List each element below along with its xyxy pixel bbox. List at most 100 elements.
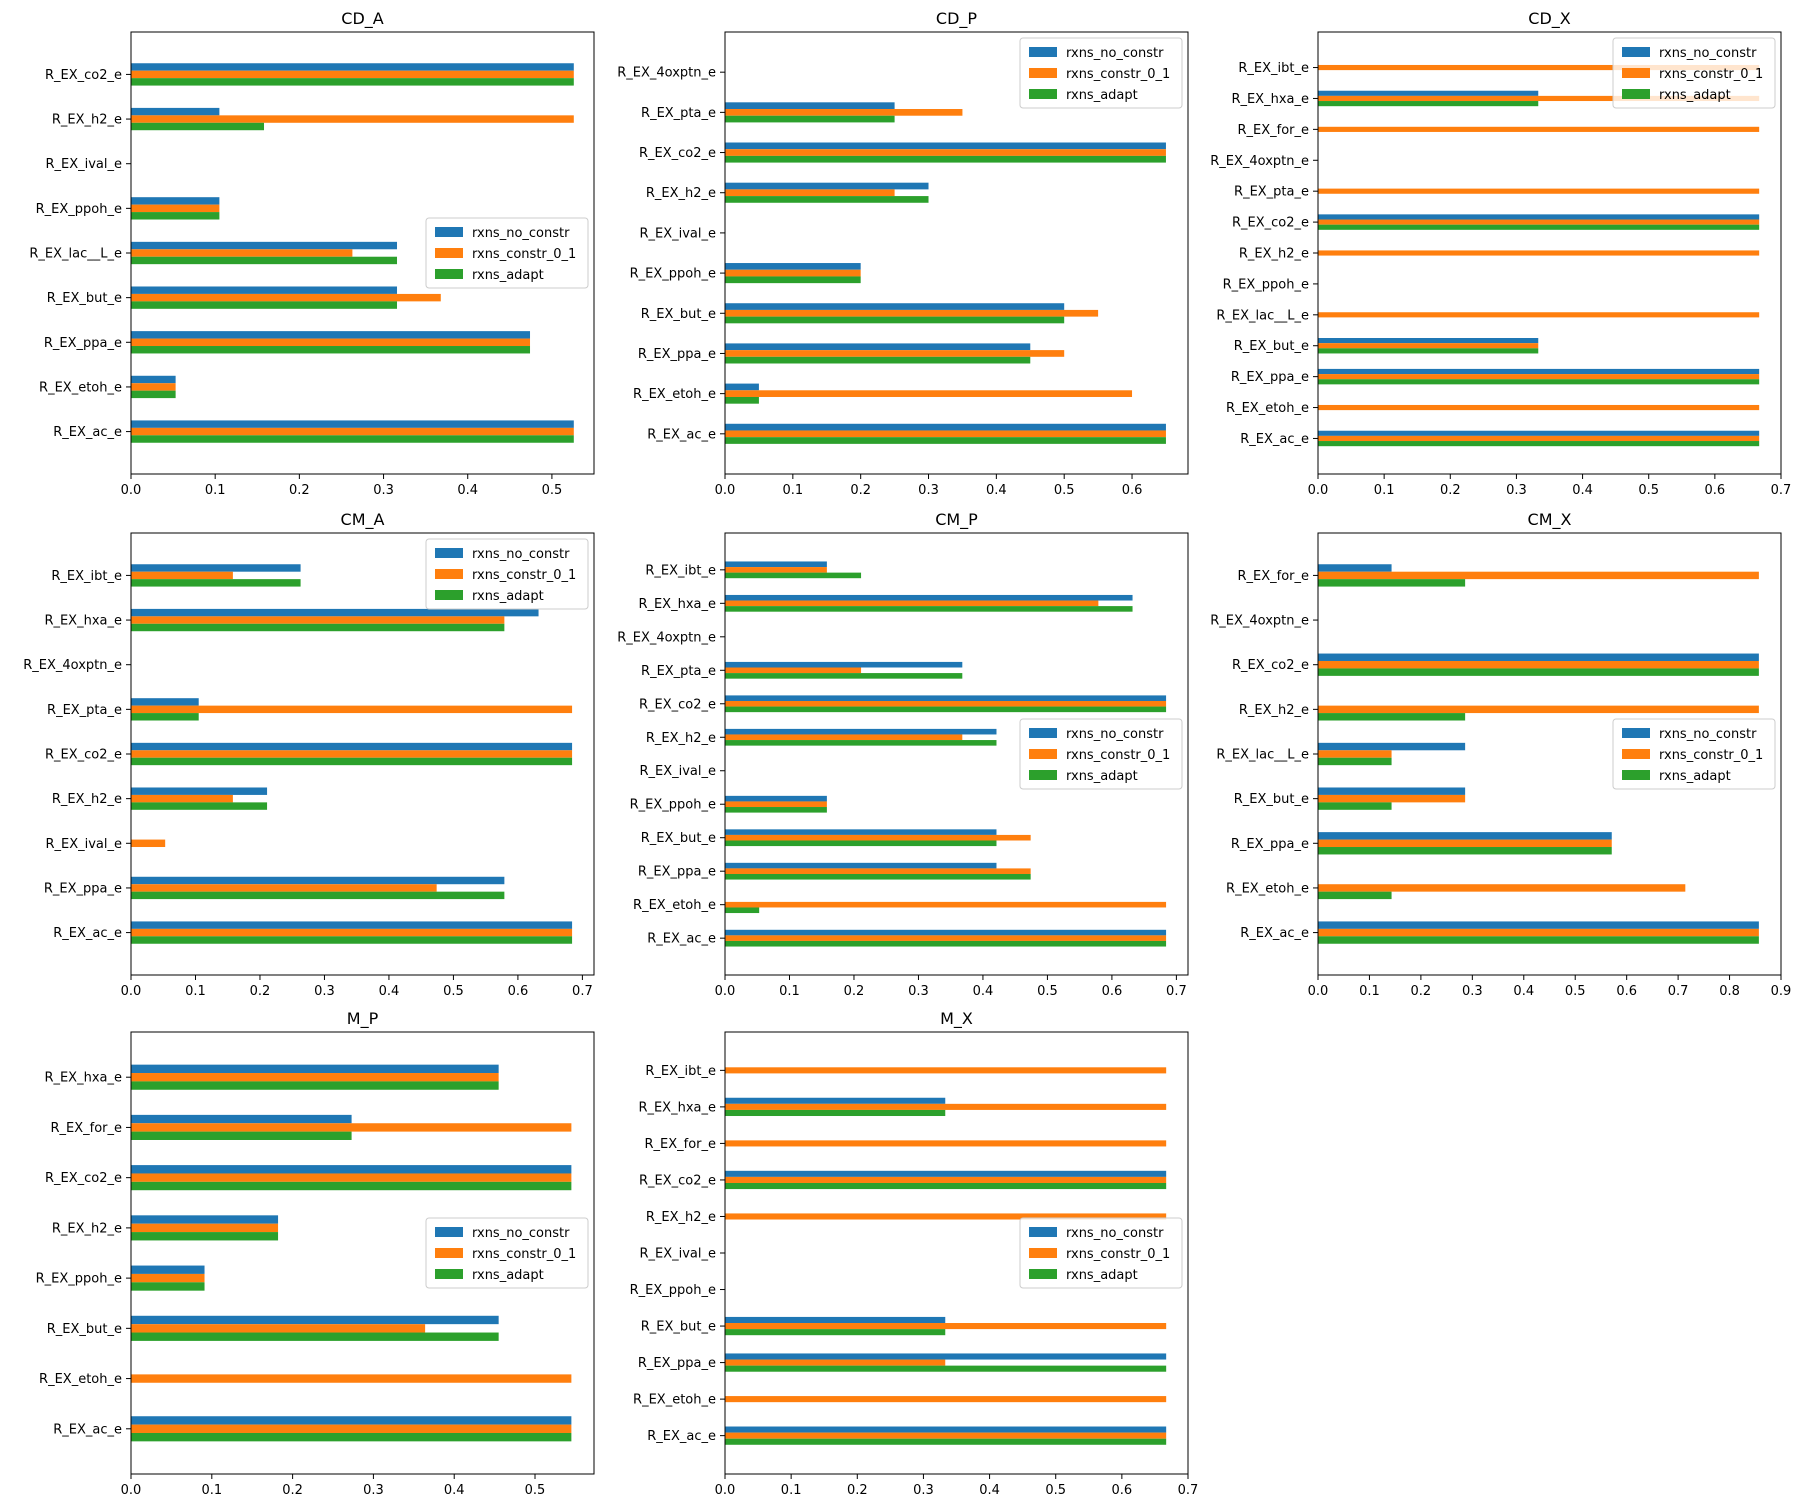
legend-label: rxns_constr_0_1 [1066, 748, 1170, 763]
bar-rxns-no-constr-r-ex-but-e [1318, 338, 1539, 344]
bar-rxns-adapt-r-ex-co2-e [1318, 668, 1759, 676]
bar-rxns-constr-0-1-r-ex-h2-e [1318, 250, 1760, 256]
legend-swatch [1622, 47, 1650, 57]
bar-rxns-constr-0-1-r-ex-ibt-e [725, 567, 827, 573]
legend: rxns_no_constr rxns_constr_0_1 rxns_adapt [1612, 37, 1776, 109]
bar-rxns-constr-0-1-r-ex-etoh-e [1318, 404, 1760, 411]
y-tick-label: R_EX_ac_e [1240, 432, 1309, 447]
y-tick-label: R_EX_ppa_e [638, 347, 716, 362]
bar-rxns-constr-0-1-r-ex-but-e [1318, 343, 1539, 349]
bar-rxns-constr-0-1-r-ex-ac-e [725, 430, 1166, 438]
x-tick-label: 0.1 [1359, 984, 1380, 999]
bar-rxns-constr-0-1-r-ex-co2-e [1318, 660, 1759, 669]
bar-rxns-no-constr-r-ex-ppoh-e [131, 197, 220, 205]
y-tick-label: R_EX_ppoh_e [630, 267, 716, 282]
bar-rxns-constr-0-1-r-ex-hxa-e [131, 1073, 499, 1082]
x-tick-label: 0.2 [1440, 483, 1461, 498]
bar-rxns-constr-0-1-r-ex-for-e [1318, 126, 1760, 132]
legend-swatch [435, 548, 463, 558]
bar-rxns-constr-0-1-r-ex-but-e [1318, 794, 1466, 803]
bar-rxns-constr-0-1-r-ex-co2-e [725, 149, 1166, 156]
bar-rxns-adapt-r-ex-h2-e [725, 196, 929, 203]
bar-rxns-no-constr-r-ex-lac-l-e [1318, 742, 1466, 751]
x-tick-label: 0.1 [1374, 483, 1395, 498]
bar-rxns-no-constr-r-ex-ppa-e [725, 1353, 1167, 1360]
legend-label: rxns_no_constr [1659, 46, 1757, 61]
legend-box [1612, 37, 1776, 109]
legend-label: rxns_no_constr [472, 547, 570, 562]
chart-title: CD_P [936, 9, 977, 29]
legend-box [1019, 37, 1183, 109]
y-tick-label: R_EX_but_e [1234, 792, 1309, 807]
y-tick-label: R_EX_lac__L_e [1216, 308, 1309, 323]
y-tick-label: R_EX_h2_e [646, 186, 716, 201]
y-tick-label: R_EX_ppa_e [1231, 370, 1309, 385]
legend-swatch [435, 590, 463, 600]
legend-label: rxns_adapt [472, 589, 544, 604]
x-tick-label: 0.7 [1771, 483, 1792, 498]
bar-rxns-no-constr-r-ex-but-e [1318, 787, 1466, 795]
y-tick-label: R_EX_ac_e [647, 1429, 716, 1444]
legend: rxns_no_constr rxns_constr_0_1 rxns_adapt [1019, 37, 1183, 109]
bar-rxns-constr-0-1-r-ex-co2-e [131, 1173, 572, 1182]
legend-label: rxns_constr_0_1 [472, 247, 576, 262]
bar-rxns-adapt-r-ex-hxa-e [725, 606, 1133, 612]
x-tick-label: 0.2 [289, 483, 310, 498]
chart-title: M_X [940, 1009, 973, 1029]
bar-rxns-adapt-r-ex-for-e [131, 1131, 352, 1140]
bar-rxns-constr-0-1-r-ex-ac-e [131, 1424, 572, 1433]
bar-rxns-constr-0-1-r-ex-etoh-e [725, 901, 1167, 908]
bar-rxns-no-constr-r-ex-ibt-e [131, 564, 301, 572]
bar-rxns-no-constr-r-ex-ac-e [1318, 430, 1760, 436]
bar-rxns-adapt-r-ex-but-e [1318, 348, 1539, 354]
x-tick-label: 0.2 [1411, 984, 1432, 999]
x-tick-label: 0.1 [205, 483, 226, 498]
bar-rxns-constr-0-1-r-ex-ival-e [131, 839, 166, 848]
y-tick-label: R_EX_co2_e [639, 146, 716, 161]
bar-rxns-no-constr-r-ex-ppa-e [1318, 368, 1760, 375]
bar-rxns-constr-0-1-r-ex-for-e [131, 1123, 572, 1132]
bar-rxns-adapt-r-ex-ac-e [1318, 936, 1759, 944]
y-tick-label: R_EX_hxa_e [638, 1100, 716, 1115]
x-tick-label: 0.7 [572, 984, 593, 999]
legend-swatch [435, 1248, 463, 1258]
x-tick-label: 0.6 [1102, 984, 1123, 999]
bar-rxns-adapt-r-ex-ac-e [725, 1438, 1167, 1445]
bar-rxns-adapt-r-ex-ibt-e [131, 579, 301, 587]
legend-swatch [435, 269, 463, 279]
bar-rxns-constr-0-1-r-ex-ppa-e [725, 1359, 946, 1366]
x-tick-label: 0.2 [844, 984, 865, 999]
x-tick-label: 0.2 [850, 483, 871, 498]
x-tick-label: 0.1 [779, 984, 800, 999]
y-tick-label: R_EX_ppoh_e [36, 1272, 122, 1287]
bar-rxns-constr-0-1-r-ex-etoh-e [725, 1396, 1167, 1403]
bar-rxns-no-constr-r-ex-co2-e [131, 1165, 572, 1174]
bar-rxns-constr-0-1-r-ex-for-e [1318, 571, 1759, 580]
y-tick-label: R_EX_lac__L_e [1216, 748, 1309, 763]
legend-label: rxns_constr_0_1 [1066, 1247, 1170, 1262]
bar-rxns-adapt-r-ex-but-e [1318, 802, 1392, 810]
bar-rxns-adapt-r-ex-ac-e [1318, 441, 1760, 447]
y-tick-label: R_EX_ppoh_e [36, 202, 122, 217]
legend-swatch [1029, 1248, 1057, 1258]
bar-rxns-no-constr-r-ex-co2-e [725, 695, 1167, 701]
legend-label: rxns_constr_0_1 [1066, 67, 1170, 82]
x-tick-label: 0.4 [986, 483, 1007, 498]
bar-rxns-adapt-r-ex-etoh-e [725, 907, 760, 914]
x-tick-label: 0.1 [782, 483, 803, 498]
bar-rxns-no-constr-r-ex-pta-e [725, 661, 963, 668]
y-tick-label: R_EX_ac_e [53, 926, 122, 941]
bar-rxns-constr-0-1-r-ex-ac-e [131, 928, 573, 937]
y-tick-label: R_EX_h2_e [646, 731, 716, 746]
bar-rxns-adapt-r-ex-co2-e [131, 757, 573, 766]
y-tick-label: R_EX_for_e [1237, 123, 1309, 138]
y-tick-label: R_EX_ppoh_e [630, 1283, 716, 1298]
y-tick-label: R_EX_etoh_e [1226, 881, 1309, 896]
bar-rxns-adapt-r-ex-pta-e [131, 713, 199, 721]
legend-label: rxns_constr_0_1 [472, 568, 576, 583]
legend-box [1019, 1217, 1183, 1289]
x-tick-label: 0.0 [121, 984, 142, 999]
bar-rxns-constr-0-1-r-ex-ppoh-e [131, 204, 220, 213]
x-tick-label: 0.6 [1705, 483, 1726, 498]
bar-rxns-adapt-r-ex-ppa-e [1318, 847, 1612, 855]
